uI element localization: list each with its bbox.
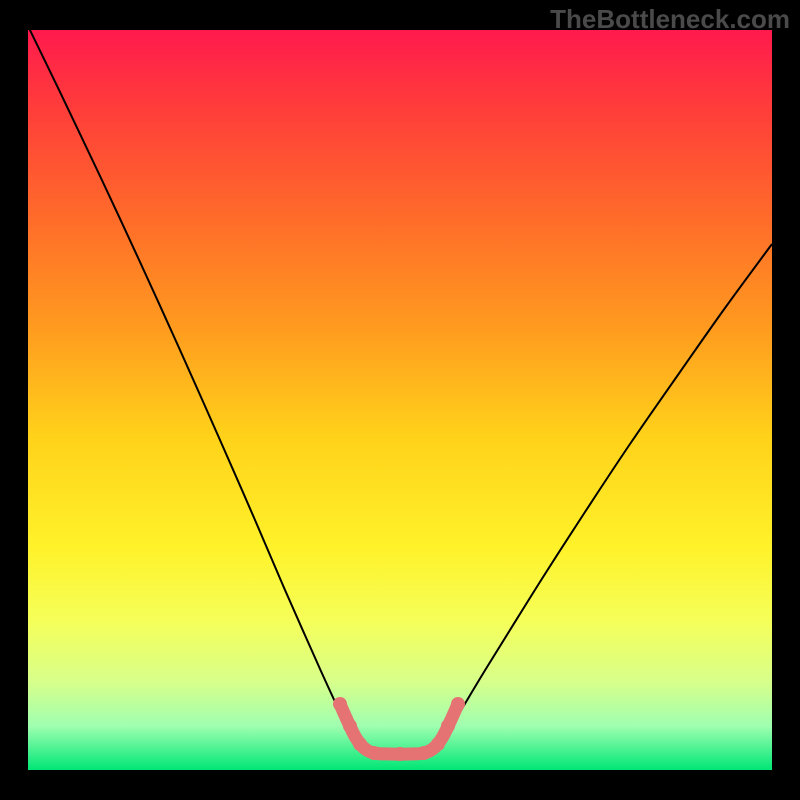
optimal-range-dot: [393, 747, 407, 761]
watermark-text: TheBottleneck.com: [550, 4, 790, 35]
optimal-range-dot: [367, 746, 381, 760]
optimal-range-dot: [343, 719, 357, 733]
optimal-range-dot: [451, 697, 465, 711]
optimal-range-dot: [441, 719, 455, 733]
optimal-range-dot: [417, 746, 431, 760]
optimal-range-dot: [353, 737, 367, 751]
optimal-range-dot: [431, 737, 445, 751]
optimal-range-dot: [333, 697, 347, 711]
